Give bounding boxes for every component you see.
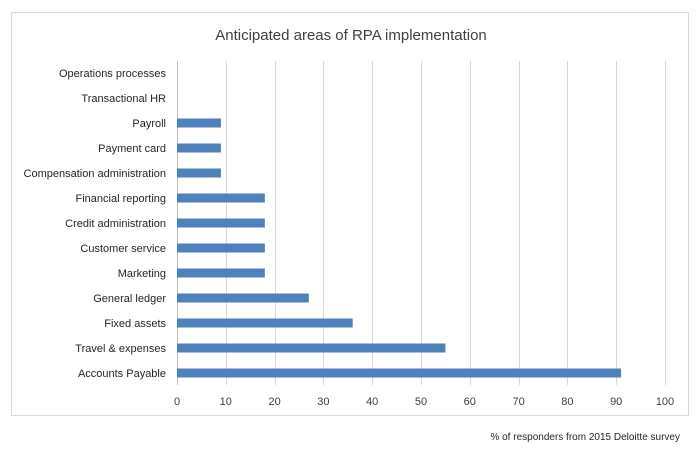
- x-tick-label: 60: [464, 396, 476, 408]
- x-tick-labels: 0 10 20 30 40 50 60 70 80 90 100: [174, 396, 674, 408]
- gridlines: [177, 61, 666, 385]
- category-label: Operations processes: [59, 68, 166, 80]
- category-label: Compensation administration: [24, 168, 166, 180]
- chart-frame: Anticipated areas of RPA implementation …: [11, 12, 689, 416]
- bars: [177, 118, 622, 378]
- category-label: General ledger: [93, 293, 166, 305]
- category-label: Travel & expenses: [75, 343, 166, 355]
- bar: [177, 168, 221, 178]
- bar: [177, 268, 265, 278]
- category-label: Transactional HR: [81, 93, 166, 105]
- x-tick-label: 0: [174, 396, 180, 408]
- x-tick-label: 20: [268, 396, 280, 408]
- x-tick-label: 70: [512, 396, 524, 408]
- bar: [177, 368, 622, 378]
- category-labels: Operations processes Transactional HR Payr…: [24, 68, 167, 380]
- chart-title: Anticipated areas of RPA implementation: [215, 27, 487, 44]
- footnote: % of responders from 2015 Deloitte surve…: [490, 432, 680, 443]
- bar: [177, 318, 353, 328]
- bar: [177, 143, 221, 153]
- category-label: Financial reporting: [76, 193, 167, 205]
- x-tick-label: 80: [561, 396, 573, 408]
- category-label: Marketing: [118, 268, 166, 280]
- x-tick-label: 50: [415, 396, 427, 408]
- x-tick-label: 40: [366, 396, 378, 408]
- bar: [177, 193, 265, 203]
- x-tick-label: 90: [610, 396, 622, 408]
- category-label: Customer service: [80, 243, 166, 255]
- x-tick-label: 100: [656, 396, 674, 408]
- bar: [177, 293, 309, 303]
- category-label: Payroll: [132, 118, 166, 130]
- category-label: Fixed assets: [104, 318, 166, 330]
- bar-chart: Anticipated areas of RPA implementation …: [24, 27, 675, 408]
- x-tick-label: 10: [220, 396, 232, 408]
- bar: [177, 243, 265, 253]
- bar: [177, 118, 221, 128]
- x-tick-label: 30: [317, 396, 329, 408]
- category-label: Accounts Payable: [78, 368, 166, 380]
- bar: [177, 218, 265, 228]
- category-label: Payment card: [98, 143, 166, 155]
- category-label: Credit administration: [65, 218, 166, 230]
- bar: [177, 343, 446, 353]
